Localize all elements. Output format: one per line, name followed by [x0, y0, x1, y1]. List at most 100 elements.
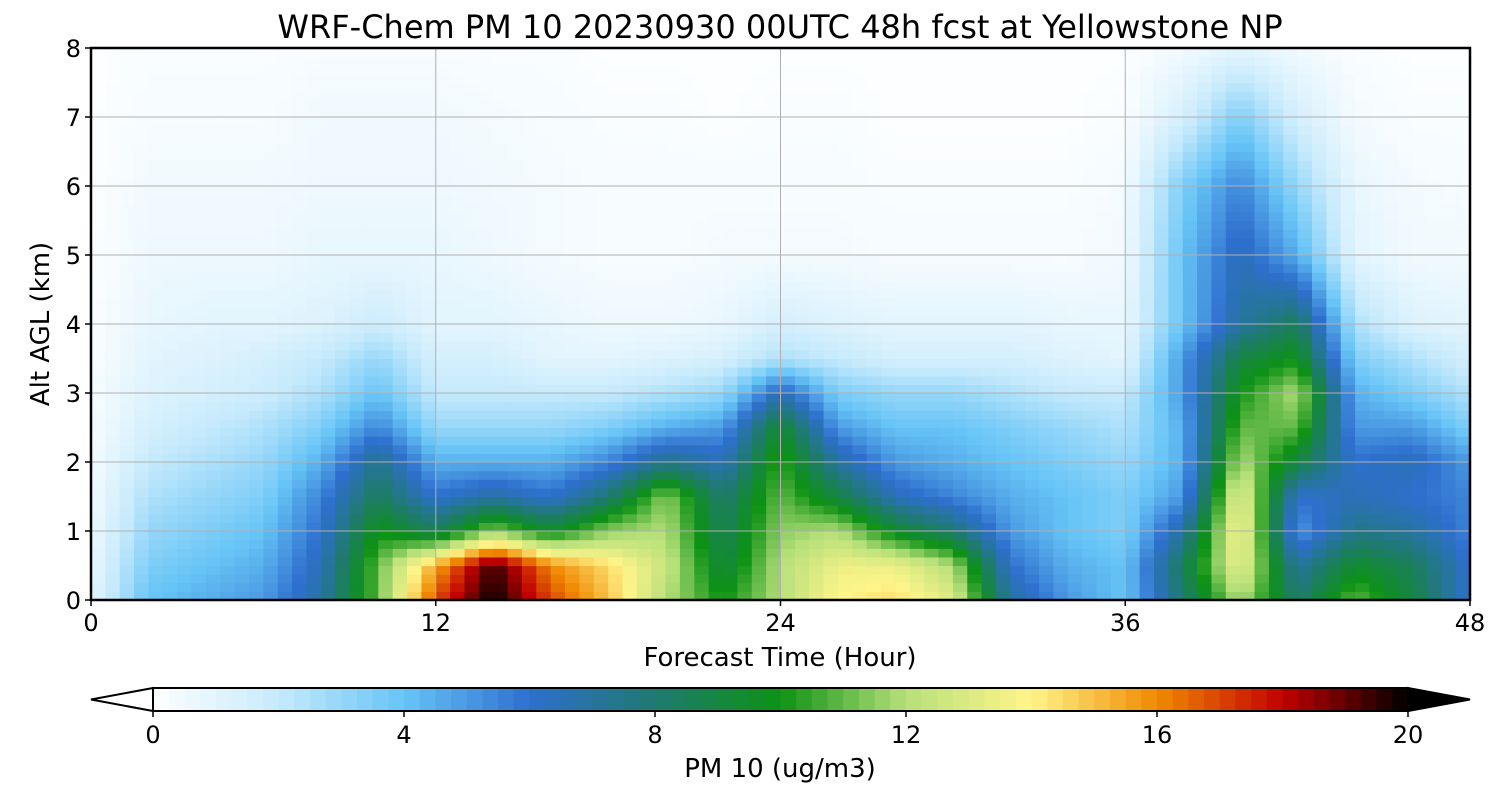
heatmap-cell — [421, 272, 437, 282]
heatmap-cell — [823, 574, 839, 584]
heatmap-cell — [1053, 272, 1069, 282]
heatmap-cell — [1153, 237, 1169, 247]
heatmap-cell — [1039, 539, 1055, 549]
heatmap-cell — [1326, 410, 1342, 420]
heatmap-cell — [177, 522, 193, 532]
heatmap-cell — [521, 280, 537, 291]
heatmap-cell — [1412, 375, 1428, 385]
heatmap-cell — [1240, 203, 1256, 213]
heatmap-cell — [1326, 548, 1342, 558]
heatmap-cell — [938, 479, 954, 489]
heatmap-cell — [234, 168, 250, 178]
heatmap-cell — [292, 462, 308, 472]
heatmap-cell — [608, 341, 624, 351]
heatmap-cell — [1096, 436, 1112, 446]
heatmap-cell — [134, 574, 150, 584]
heatmap-cell — [866, 332, 882, 342]
heatmap-cell — [565, 324, 580, 334]
heatmap-cell — [292, 229, 308, 239]
heatmap-cell — [995, 444, 1011, 454]
heatmap-cell — [1311, 332, 1327, 342]
heatmap-cell — [536, 418, 552, 429]
heatmap-cell — [392, 496, 408, 506]
heatmap-cell — [794, 401, 810, 411]
heatmap-cell — [837, 237, 853, 247]
heatmap-cell — [909, 306, 925, 316]
heatmap-cell — [651, 522, 667, 532]
heatmap-cell — [1197, 393, 1213, 403]
heatmap-cell — [435, 393, 451, 403]
heatmap-cell — [608, 565, 624, 575]
heatmap-cell — [1010, 306, 1026, 316]
heatmap-cell — [1369, 513, 1385, 523]
heatmap-cell — [464, 255, 480, 265]
heatmap-cell — [636, 349, 652, 360]
heatmap-cell — [852, 410, 868, 420]
heatmap-cell — [320, 194, 336, 204]
heatmap-cell — [679, 194, 695, 204]
heatmap-cell — [924, 237, 940, 247]
heatmap-cell — [1268, 393, 1284, 403]
heatmap-cell — [1455, 548, 1471, 558]
heatmap-cell — [1254, 229, 1270, 239]
heatmap-cell — [1340, 556, 1356, 567]
heatmap-cell — [1010, 151, 1026, 161]
heatmap-cell — [1268, 255, 1284, 265]
heatmap-cell — [1441, 436, 1457, 446]
heatmap-cell — [320, 246, 336, 256]
heatmap-cell — [435, 177, 451, 187]
heatmap-cell — [277, 427, 293, 437]
heatmap-cell — [478, 556, 494, 567]
heatmap-cell — [995, 393, 1011, 403]
heatmap-cell — [665, 168, 681, 178]
heatmap-cell — [809, 531, 825, 541]
heatmap-cell — [1053, 522, 1069, 532]
heatmap-cell — [1053, 470, 1069, 480]
heatmap-cell — [493, 280, 509, 291]
heatmap-cell — [1182, 496, 1198, 506]
heatmap-cell — [952, 384, 968, 394]
heatmap-cell — [924, 522, 940, 532]
heatmap-cell — [1326, 341, 1342, 351]
heatmap-cell — [205, 418, 221, 429]
heatmap-cell — [1297, 410, 1313, 420]
heatmap-cell — [1268, 289, 1284, 299]
heatmap-cell — [1412, 298, 1428, 308]
heatmap-cell — [1283, 194, 1299, 204]
heatmap-cell — [478, 151, 494, 161]
heatmap-cell — [1369, 229, 1385, 239]
heatmap-cell — [1024, 246, 1040, 256]
heatmap-cell — [881, 565, 897, 575]
heatmap-cell — [751, 280, 767, 291]
heatmap-cell — [823, 582, 839, 592]
heatmap-cell — [493, 591, 509, 601]
heatmap-cell — [234, 186, 250, 196]
heatmap-cell — [177, 427, 193, 437]
heatmap-cell — [593, 401, 609, 411]
heatmap-cell — [866, 211, 882, 222]
heatmap-cell — [852, 522, 868, 532]
heatmap-cell — [1110, 505, 1126, 515]
heatmap-cell — [1225, 315, 1241, 325]
heatmap-cell — [766, 220, 782, 230]
heatmap-cell — [1426, 444, 1442, 454]
heatmap-cell — [909, 444, 925, 454]
heatmap-cell — [1340, 186, 1356, 196]
heatmap-cell — [349, 255, 365, 265]
heatmap-cell — [1024, 582, 1040, 592]
heatmap-cell — [478, 574, 494, 584]
heatmap-cell — [679, 203, 695, 213]
heatmap-cell — [995, 367, 1011, 377]
heatmap-cell — [191, 487, 207, 498]
heatmap-cell — [1067, 298, 1083, 308]
heatmap-cell — [651, 462, 667, 472]
heatmap-cell — [177, 332, 193, 342]
heatmap-cell — [234, 513, 250, 523]
heatmap-cell — [177, 229, 193, 239]
heatmap-cell — [1053, 194, 1069, 204]
heatmap-cell — [220, 539, 236, 549]
heatmap-cell — [1355, 177, 1371, 187]
heatmap-cell — [694, 393, 710, 403]
heatmap-cell — [995, 358, 1011, 368]
heatmap-cell — [1283, 401, 1299, 411]
